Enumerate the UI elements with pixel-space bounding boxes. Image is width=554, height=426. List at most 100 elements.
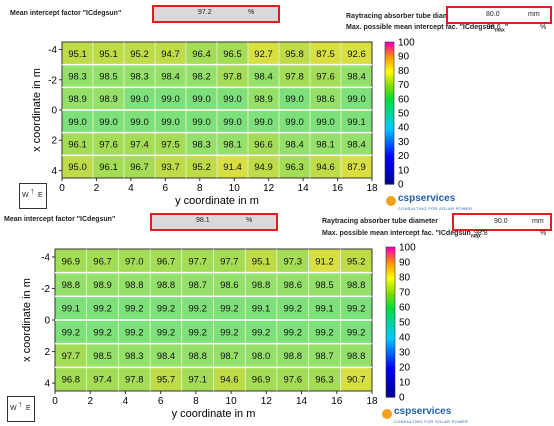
x-tick-label: 4 [123,396,129,407]
heatmap-cell [182,320,213,344]
heatmap-cell [217,87,248,110]
y-tick-label: -4 [48,45,57,56]
cell-value-label: 98.4 [285,140,304,151]
mean-intercept-value: 98.1 [196,217,210,224]
colorbar-segment [385,153,394,157]
tube-diameter-label: Raytracing absorber tube diameter [346,13,462,20]
colorbar-segment [385,58,394,62]
colorbar-segment [386,377,395,381]
heatmap-cell [248,42,279,65]
cell-value-label: 98.8 [284,351,303,362]
colorbar-segment [386,282,395,286]
cell-value-label: 98.4 [347,72,366,83]
colorbar-segment [386,272,395,276]
colorbar-segment [385,146,394,150]
heatmap-cell [310,65,341,87]
csp-logo-icon [382,409,392,419]
cell-value-label: 87.5 [316,49,335,60]
heatmap-cell [62,42,93,65]
heatmap-cell [279,133,310,155]
cell-value-label: 98.4 [254,72,273,83]
heatmap-cell [310,133,341,155]
cell-value-label: 91.2 [315,256,334,267]
compass-rose: W E ↑ [19,183,47,209]
cell-value-label: 99.0 [130,94,149,105]
colorbar-tick-label: 50 [398,109,410,120]
max-intercept-label: Max. possible mean intercept fac. "ICdeg… [346,24,508,33]
cell-value-label: 95.2 [347,256,366,267]
colorbar-segment [386,384,395,388]
x-tick-label: 12 [261,396,273,407]
cell-value-label: 94.6 [316,162,335,173]
y-tick-label: 2 [44,347,50,358]
colorbar-segment [385,86,394,90]
heatmap-chart: 95.1 95.1 95.2 94.7 96.4 96.5 92.7 95.8 87.5 92.6… [31,38,415,208]
heatmap-cell [87,367,118,391]
max-intercept-label-text: Max. possible mean intercept fac. "ICdeg… [346,24,495,31]
colorbar-segment [386,309,395,313]
heatmap-cell [93,65,124,87]
heatmap-cell [150,320,182,344]
x-tick-label: 10 [226,396,238,407]
colorbar-segment [385,157,394,161]
y-tick-label: 4 [44,379,50,390]
heatmap-cell [182,273,213,296]
colorbar-segment [385,150,394,154]
cell-value-label: 98.4 [161,72,180,83]
heatmap-cell [87,249,118,273]
colorbar-tick-label: 30 [398,137,410,148]
cell-value-label: 97.4 [130,140,149,151]
colorbar-segment [385,165,394,169]
heatmap-cell [93,155,124,178]
colorbar-tick-label: 80 [398,66,410,77]
heatmap-cell [245,296,277,320]
colorbar-tick-label: 100 [399,243,416,254]
colorbar-segment [386,254,395,258]
cell-value-label: 95.1 [252,256,271,267]
heatmap-cell [310,42,341,65]
colorbar-segment [385,181,394,185]
heatmap-cell [309,296,340,320]
heatmap-cell [93,110,124,133]
cell-value-label: 97.0 [125,256,144,267]
cell-value-label: 98.9 [254,94,273,105]
heatmap-cell [309,249,340,273]
colorbar-segment [385,63,394,67]
cell-value-label: 97.7 [188,256,207,267]
colorbar-segment [385,105,394,109]
colorbar-segment [386,362,395,366]
cell-value-label: 98.4 [347,140,366,151]
cell-value-label: 96.6 [254,140,273,151]
heatmap-cell [150,273,182,296]
cell-value-label: 96.3 [285,162,304,173]
heatmap-cell [124,155,155,178]
colorbar-segment [385,46,394,50]
cell-value-label: 96.7 [93,256,112,267]
heatmap-cell [155,65,186,87]
colorbar-segment [386,329,395,333]
cell-value-label: 99.1 [252,304,271,315]
cell-value-label: 98.7 [188,280,207,291]
colorbar-tick-label: 40 [398,123,410,134]
colorbar-segment [386,389,395,393]
cell-value-label: 95.0 [68,162,87,173]
colorbar-segment [385,169,394,173]
cell-value-label: 95.2 [130,49,149,60]
mean-intercept-value: 97.2 [198,9,212,16]
heatmap-cell [150,367,182,391]
compass-arrow-icon: ↑ [18,399,23,409]
cell-value-label: 96.5 [223,49,242,60]
x-tick-label: 18 [366,396,378,407]
cell-value-label: 99.2 [125,327,144,338]
heatmap-cell [217,133,248,155]
csp-logo-text: cspservices [398,193,456,204]
heatmap-cell [341,133,372,155]
colorbar-segment [385,124,394,128]
colorbar-segment [385,172,394,176]
heatmap-cell [248,110,279,133]
colorbar-tick-label: 80 [399,273,411,284]
heatmap-cell [309,273,340,296]
csp-logo-subtitle: CONSULTING FOR SOLAR POWER [394,419,469,424]
heatmap-cell [248,87,279,110]
heatmap-cell [118,273,150,296]
